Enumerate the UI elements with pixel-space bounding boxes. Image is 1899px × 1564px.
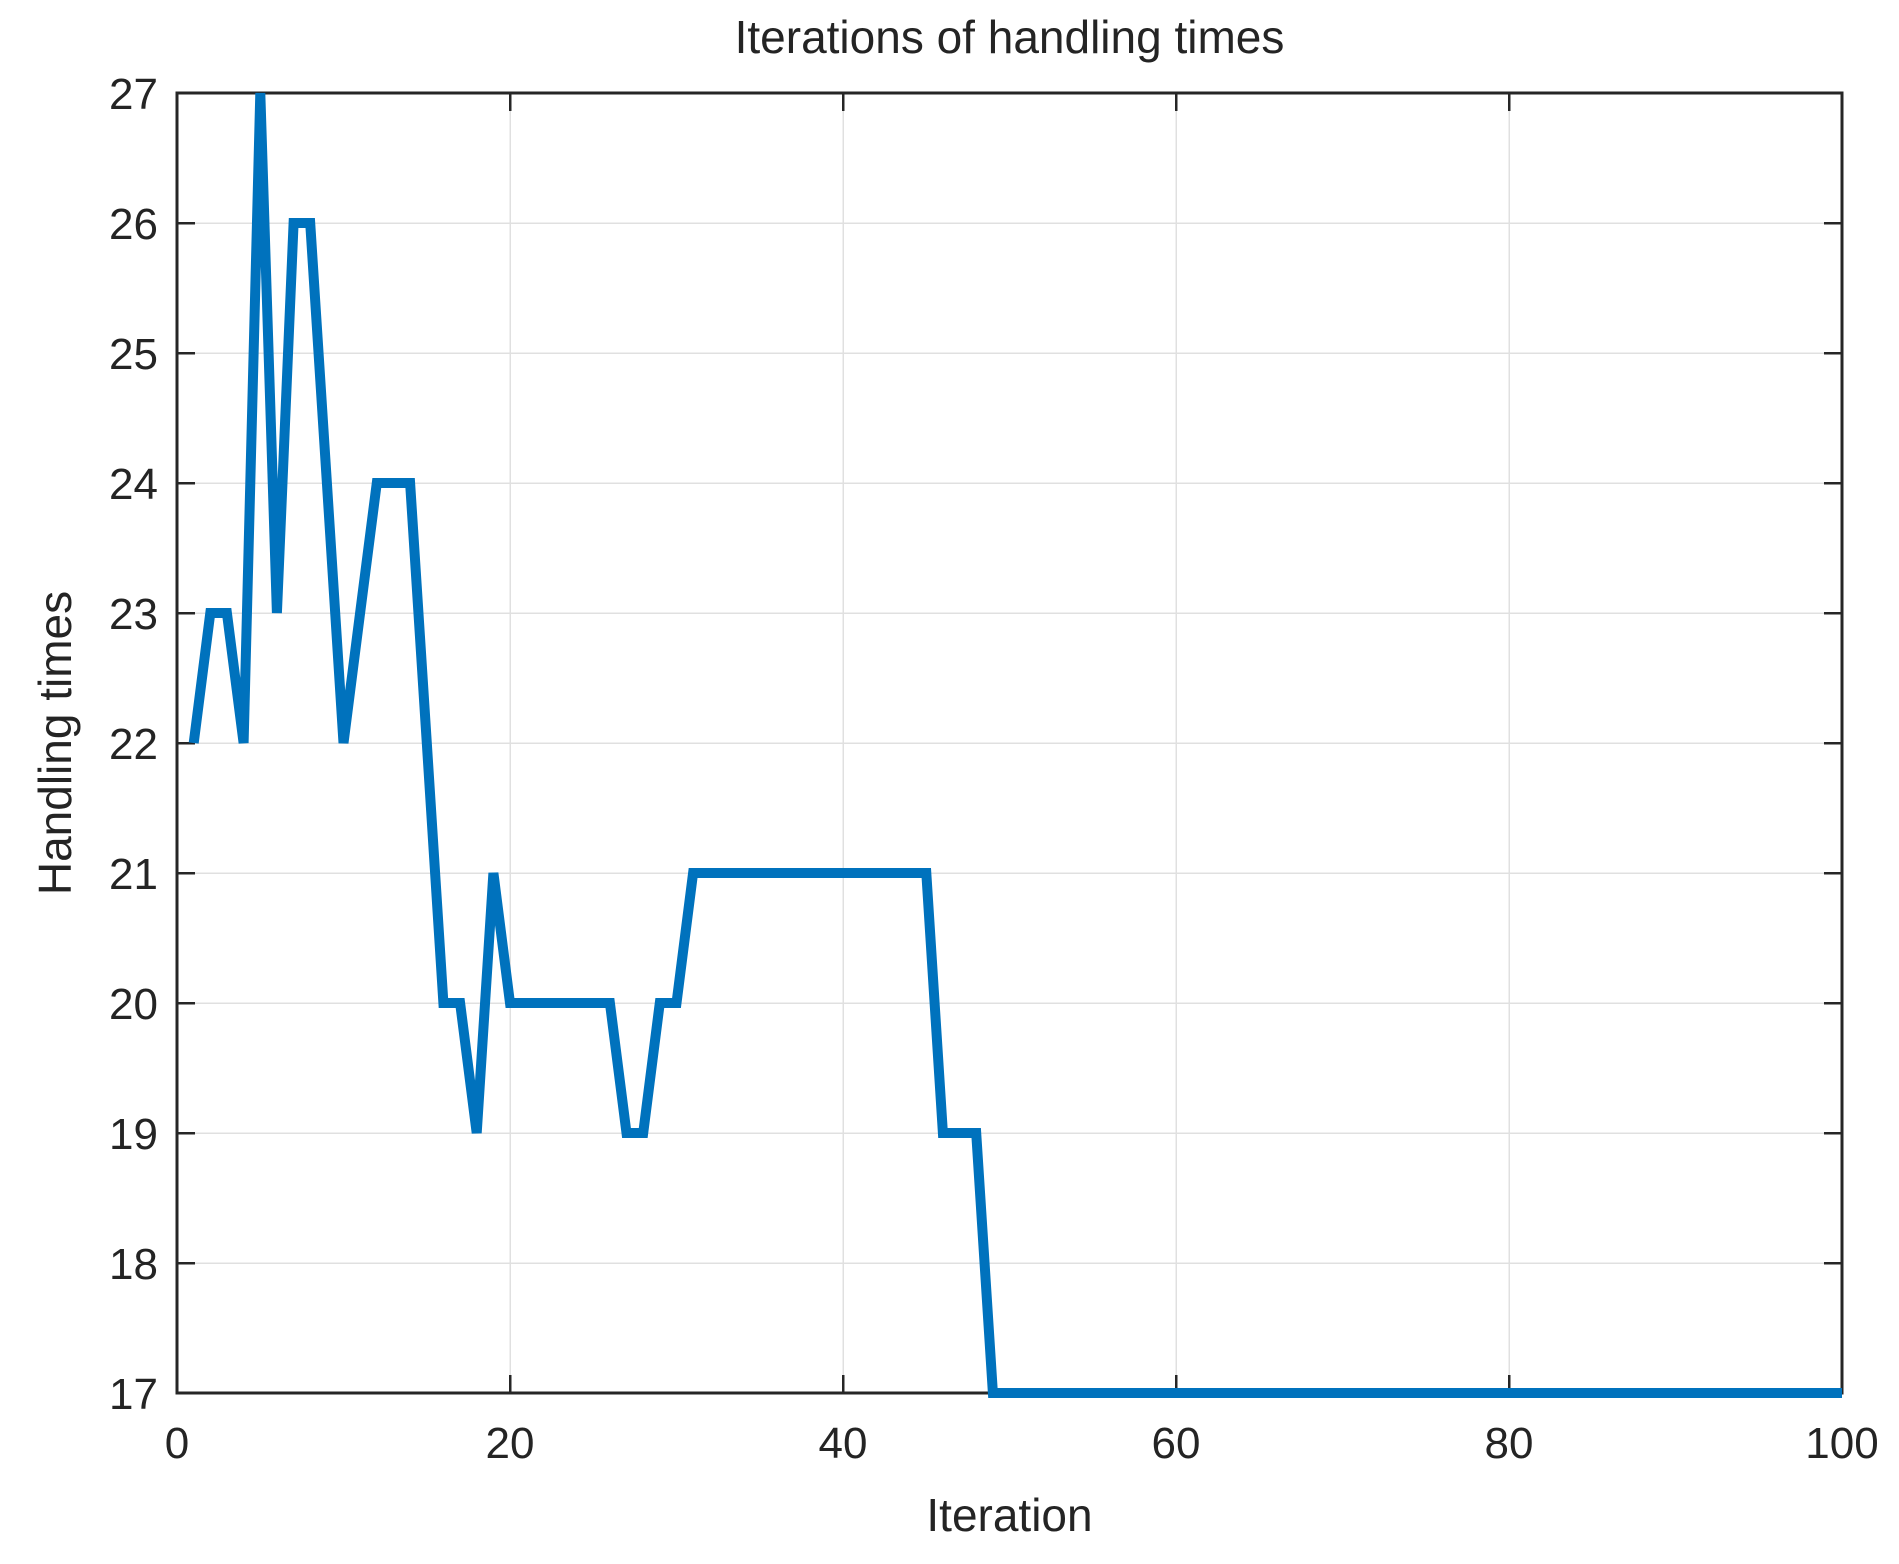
svg-text:19: 19 bbox=[109, 1110, 158, 1159]
svg-text:0: 0 bbox=[165, 1419, 189, 1468]
svg-text:25: 25 bbox=[109, 330, 158, 379]
data-line-handling-times bbox=[188, 92, 1842, 1398]
svg-text:80: 80 bbox=[1485, 1419, 1534, 1468]
svg-text:18: 18 bbox=[109, 1240, 158, 1289]
x-tick-labels: 0 20 40 60 80 100 bbox=[165, 1419, 1879, 1468]
svg-text:23: 23 bbox=[109, 590, 158, 639]
grid-lines bbox=[177, 93, 1842, 1393]
svg-text:27: 27 bbox=[109, 70, 158, 119]
svg-text:40: 40 bbox=[819, 1419, 868, 1468]
svg-text:20: 20 bbox=[109, 980, 158, 1029]
y-axis-label: Handling times bbox=[29, 590, 81, 896]
svg-text:24: 24 bbox=[109, 460, 158, 509]
svg-text:20: 20 bbox=[486, 1419, 535, 1468]
chart-title: Iterations of handling times bbox=[734, 11, 1285, 63]
svg-text:17: 17 bbox=[109, 1370, 158, 1419]
svg-text:22: 22 bbox=[109, 720, 158, 769]
svg-text:60: 60 bbox=[1152, 1419, 1201, 1468]
y-tick-labels: 17 18 19 20 21 22 23 24 25 26 27 bbox=[109, 70, 158, 1419]
svg-text:21: 21 bbox=[109, 850, 158, 899]
x-axis-label: Iteration bbox=[926, 1489, 1093, 1541]
svg-text:100: 100 bbox=[1805, 1419, 1878, 1468]
svg-text:26: 26 bbox=[109, 200, 158, 249]
